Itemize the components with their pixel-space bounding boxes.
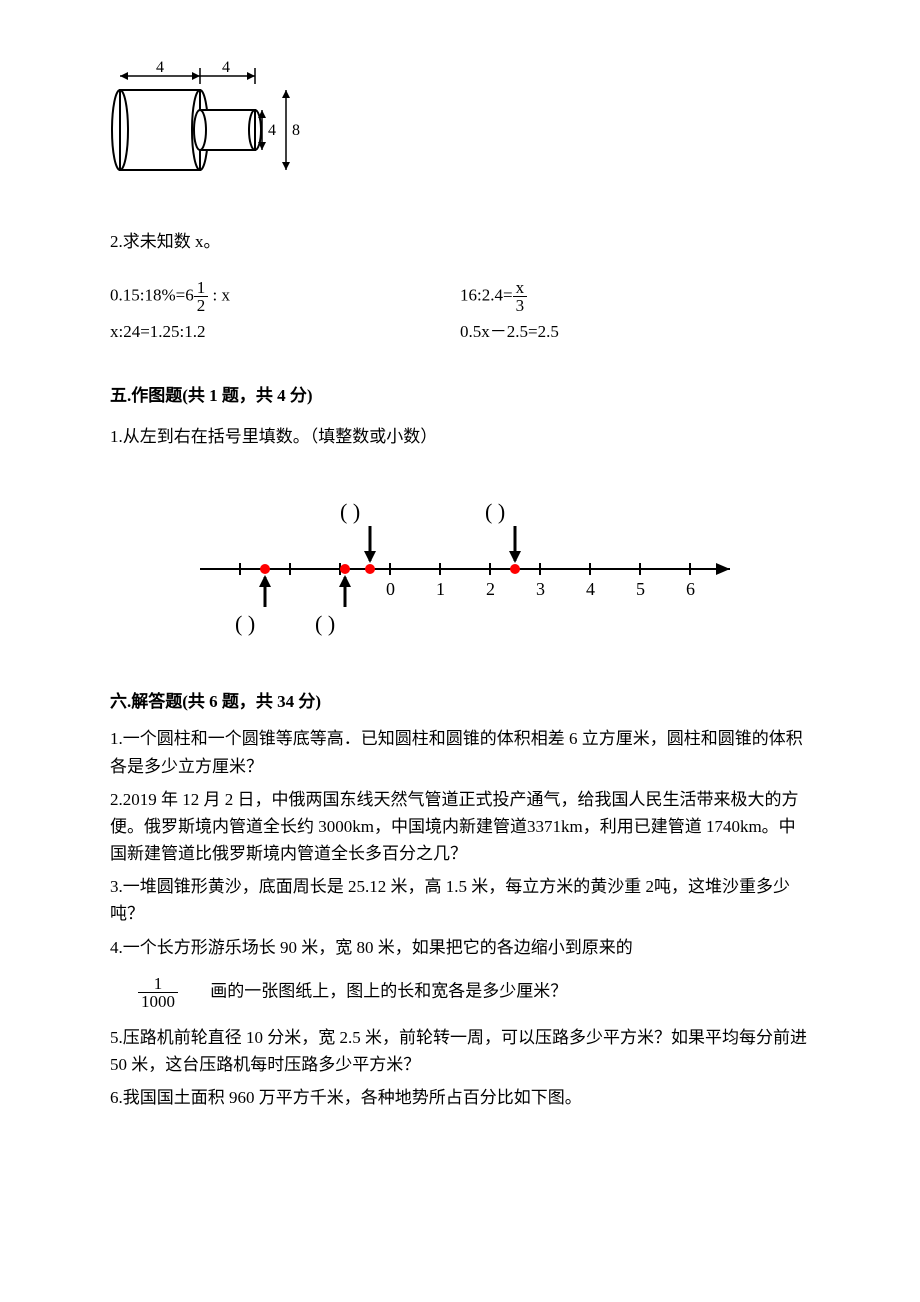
svg-text:( ): ( ) xyxy=(235,611,255,636)
label-outer-width: 4 xyxy=(156,60,164,76)
svg-text:( ): ( ) xyxy=(485,499,505,524)
label-inner-width: 4 xyxy=(222,60,230,76)
numberline-figure: 0 1 2 3 4 5 6 ( ) ( ) ( ) ( ) xyxy=(110,474,810,652)
svg-text:6: 6 xyxy=(686,579,695,599)
section6-item4-frac-den: 1000 xyxy=(138,993,178,1010)
svg-text:( ): ( ) xyxy=(315,611,335,636)
eq1-left: 0.15:18%=612 : x xyxy=(110,279,460,314)
svg-text:4: 4 xyxy=(586,579,595,599)
svg-text:5: 5 xyxy=(636,579,645,599)
section6-item6: 6.我国国土面积 960 万平方千米，各种地势所占百分比如下图。 xyxy=(110,1084,810,1111)
section6-item4: 4.一个长方形游乐场长 90 米，宽 80 米，如果把它的各边缩小到原来的 xyxy=(110,934,810,961)
eq1-right-num: x xyxy=(513,279,528,297)
eq1-frac: 12 xyxy=(194,279,209,314)
eq1-frac-num: 1 xyxy=(194,279,209,297)
svg-text:0: 0 xyxy=(386,579,395,599)
section5-q1: 1.从左到右在括号里填数。（填整数或小数） xyxy=(110,423,810,450)
label-inner-height: 4 xyxy=(268,122,276,139)
section6-item4-frac-num: 1 xyxy=(138,975,178,993)
figure-nested-cylinders: 4 4 4 8 xyxy=(110,60,810,208)
q2-title: 2.求未知数 x。 xyxy=(110,228,810,255)
eq1-left-pre: 0.15:18%=6 xyxy=(110,286,194,305)
svg-text:2: 2 xyxy=(486,579,495,599)
eq2-right: 0.5x－2.5=2.5 xyxy=(460,318,810,345)
section6-item3: 3.一堆圆锥形黄沙，底面周长是 25.12 米，高 1.5 米，每立方米的黄沙重… xyxy=(110,873,810,927)
svg-text:3: 3 xyxy=(536,579,545,599)
section6-item5: 5.压路机前轮直径 10 分米，宽 2.5 米，前轮转一周，可以压路多少平方米？… xyxy=(110,1024,810,1078)
eq1-frac-den: 2 xyxy=(194,297,209,314)
section6-item4-frac: 1 1000 xyxy=(138,975,178,1010)
eq1-right-pre: 16:2.4= xyxy=(460,286,513,305)
eq1-right: 16:2.4=x3 xyxy=(460,279,810,314)
eq1-right-frac: x3 xyxy=(513,279,528,314)
section6-item1: 1.一个圆柱和一个圆锥等底等高．已知圆柱和圆锥的体积相差 6 立方厘米，圆柱和圆… xyxy=(110,725,810,779)
eq-row-1: 0.15:18%=612 : x 16:2.4=x3 xyxy=(110,279,810,314)
section6-item4-frac-line: 1 1000 画的一张图纸上，图上的长和宽各是多少厘米？ xyxy=(110,975,810,1010)
section6-item2: 2.2019 年 12 月 2 日，中俄两国东线天然气管道正式投产通气，给我国人… xyxy=(110,786,810,868)
label-outer-height: 8 xyxy=(292,122,300,139)
svg-text:1: 1 xyxy=(436,579,445,599)
eq-row-2: x:24=1.25:1.2 0.5x－2.5=2.5 xyxy=(110,318,810,345)
section6-item4-tail: 画的一张图纸上，图上的长和宽各是多少厘米？ xyxy=(210,981,567,1000)
eq1-left-post: : x xyxy=(208,286,230,305)
section5-title: 五.作图题(共 1 题，共 4 分) xyxy=(110,382,810,409)
svg-text:( ): ( ) xyxy=(340,499,360,524)
eq1-right-den: 3 xyxy=(513,297,528,314)
section6-title: 六.解答题(共 6 题，共 34 分) xyxy=(110,688,810,715)
eq2-left: x:24=1.25:1.2 xyxy=(110,318,460,345)
